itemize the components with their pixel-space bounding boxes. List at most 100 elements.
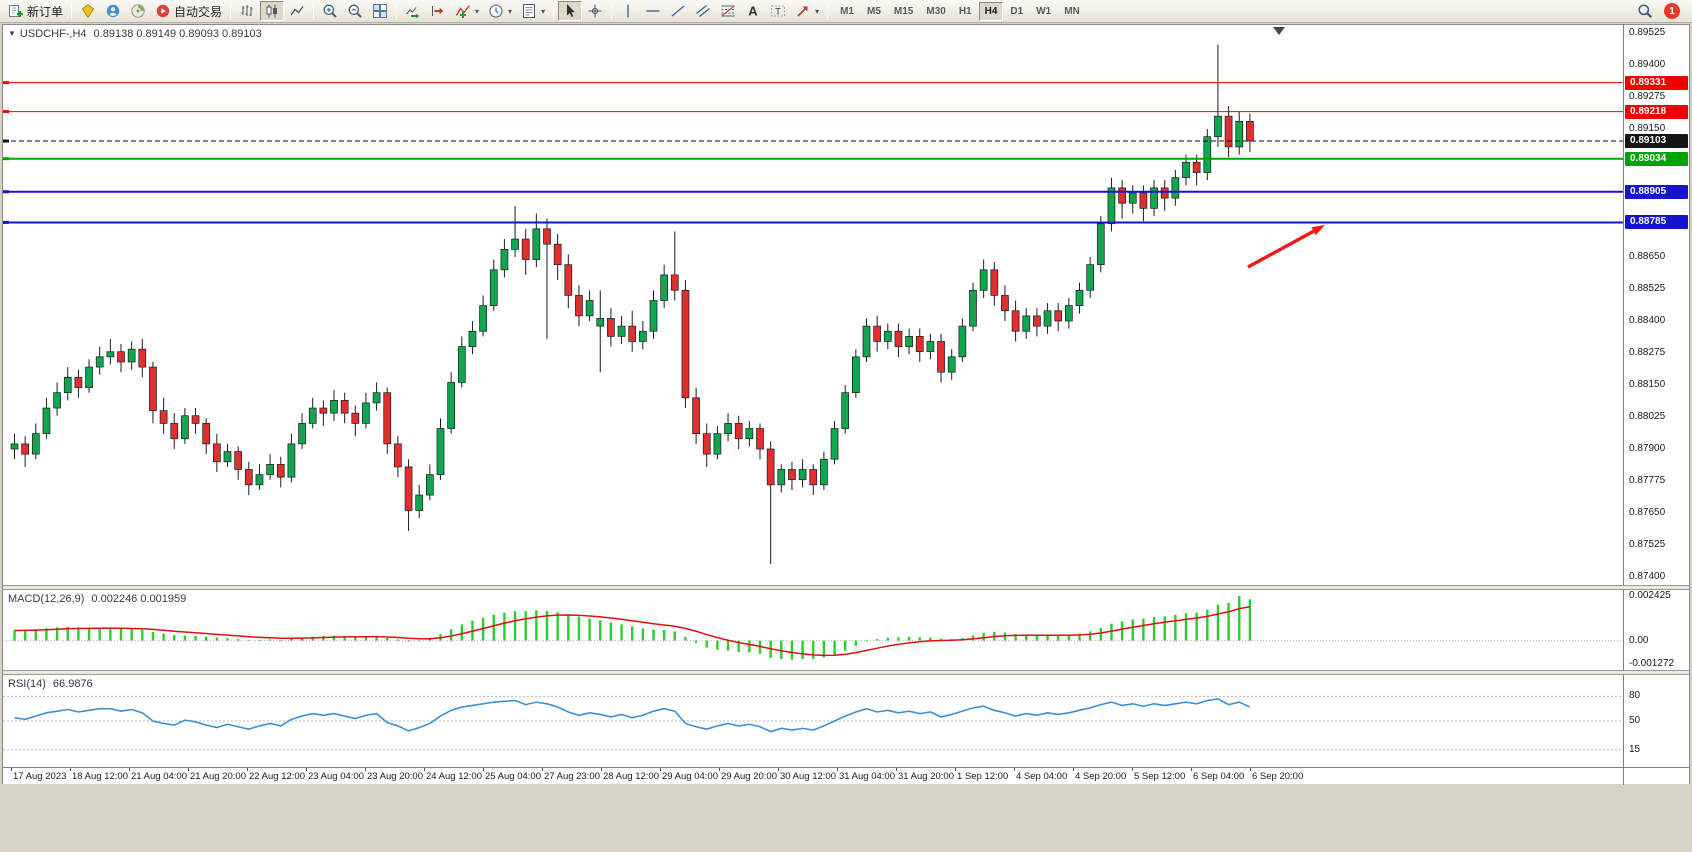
toolbar-separator: [611, 3, 613, 19]
timeframe-button-m1[interactable]: M1: [840, 5, 854, 17]
dropdown-caret-icon[interactable]: ▾: [541, 6, 546, 16]
chart-shift-button[interactable]: [426, 1, 450, 21]
new-order-icon: [8, 3, 24, 19]
dropdown-caret-icon[interactable]: ▾: [475, 6, 480, 16]
chart-shift-icon: [430, 3, 446, 19]
macd-axis-label: 0.00: [1629, 634, 1649, 646]
time-axis-label: 21 Aug 04:00: [131, 771, 187, 782]
rsi-header: RSI(14) 66.9876: [8, 678, 93, 690]
market-button[interactable]: [126, 1, 150, 21]
zoom-in-icon: [322, 3, 338, 19]
toolbar-separator: [827, 3, 829, 19]
trendline-button[interactable]: [666, 1, 690, 21]
timeframe-button-m15[interactable]: M15: [893, 5, 914, 17]
panel-splitter[interactable]: [3, 670, 1689, 675]
price-axis-label: 0.88275: [1629, 347, 1666, 358]
price-axis-label: 0.88650: [1629, 251, 1666, 262]
price-axis-label: 0.89275: [1629, 91, 1666, 102]
timeframe-button-h1[interactable]: H1: [958, 5, 972, 17]
dropdown-caret-icon[interactable]: ▾: [508, 6, 513, 16]
autotrading-button-label: 自动交易: [174, 4, 223, 19]
mql5-community-button[interactable]: [101, 1, 125, 21]
rsi-chart-canvas[interactable]: [3, 675, 1623, 767]
periods-icon: [488, 3, 504, 19]
indicators-button[interactable]: ▾: [451, 1, 483, 21]
horizontal-line-button[interactable]: [641, 1, 665, 21]
timeframe-button-m5[interactable]: M5: [867, 5, 881, 17]
channel-button[interactable]: [691, 1, 715, 21]
candlestick-chart-canvas[interactable]: [3, 25, 1623, 585]
price-axis[interactable]: 0.895250.894000.892750.891500.890250.889…: [1623, 25, 1689, 767]
line-chart-button[interactable]: [285, 1, 309, 21]
channel-icon: [695, 3, 711, 19]
macd-values: 0.002246 0.001959: [91, 593, 187, 605]
axis-corner-separator: [1623, 768, 1624, 785]
time-axis-tick: [1132, 768, 1133, 771]
timeframe-button-w1[interactable]: W1: [1036, 5, 1052, 17]
autotrading-button[interactable]: 自动交易: [151, 1, 226, 21]
search-button[interactable]: [1633, 1, 1657, 21]
cursor-button[interactable]: [558, 1, 583, 21]
panel-splitter[interactable]: [3, 585, 1689, 590]
time-axis-tick: [1073, 768, 1074, 771]
timeframe-button-m30[interactable]: M30: [926, 5, 946, 17]
time-axis-tick: [424, 768, 425, 771]
bar-chart-icon: [239, 3, 255, 19]
time-axis-tick: [306, 768, 307, 771]
search-icon: [1637, 3, 1653, 19]
timeframe-button-h4[interactable]: H4: [978, 1, 1004, 21]
chart-symbol-period: USDCHF-,H4: [19, 28, 87, 40]
zoom-out-button[interactable]: [343, 1, 367, 21]
zoom-out-icon: [347, 3, 363, 19]
price-axis-label: 0.89525: [1629, 27, 1666, 38]
arrows-button[interactable]: ▾: [791, 1, 823, 21]
trendline-icon: [670, 3, 686, 19]
vertical-line-button[interactable]: [616, 1, 640, 21]
notification-badge[interactable]: 1: [1664, 3, 1680, 19]
time-axis-label: 5 Sep 12:00: [1134, 771, 1186, 782]
crosshair-button[interactable]: [583, 1, 607, 21]
price-axis-label: 0.89150: [1629, 123, 1666, 134]
toolbar-separator: [396, 3, 398, 19]
macd-chart-canvas[interactable]: [3, 590, 1623, 670]
arrows-icon: [795, 3, 811, 19]
zoom-in-button[interactable]: [318, 1, 342, 21]
tile-windows-button[interactable]: [368, 1, 392, 21]
label-button[interactable]: T: [766, 1, 790, 21]
dropdown-caret-icon[interactable]: ▾: [815, 6, 820, 16]
fibonacci-button[interactable]: [716, 1, 740, 21]
time-axis-tick: [483, 768, 484, 771]
macd-indicator-panel[interactable]: MACD(12,26,9) 0.002246 0.001959: [3, 590, 1623, 670]
price-level-tag: 0.89331: [1625, 75, 1688, 90]
one-click-trading-toggle[interactable]: ▼: [8, 29, 16, 38]
metaeditor-button[interactable]: [76, 1, 100, 21]
bar-chart-button[interactable]: [235, 1, 259, 21]
time-axis-tick: [719, 768, 720, 771]
auto-scroll-button[interactable]: [401, 1, 425, 21]
text-button[interactable]: A: [741, 1, 765, 21]
candlestick-chart-button[interactable]: [260, 1, 285, 21]
auto-scroll-icon: [405, 3, 421, 19]
time-axis-label: 23 Aug 20:00: [367, 771, 423, 782]
price-level-tag: 0.88905: [1625, 184, 1688, 199]
time-axis-label: 22 Aug 12:00: [249, 771, 305, 782]
rsi-indicator-panel[interactable]: RSI(14) 66.9876: [3, 675, 1623, 767]
time-axis-label: 21 Aug 20:00: [190, 771, 246, 782]
price-level-tag: 0.89103: [1625, 134, 1688, 149]
templates-button[interactable]: ▾: [517, 1, 549, 21]
time-axis-tick: [247, 768, 248, 771]
label-icon: T: [770, 3, 786, 19]
tile-windows-icon: [372, 3, 388, 19]
new-order-button[interactable]: 新订单: [4, 1, 67, 21]
price-level-tag: 0.89034: [1625, 151, 1688, 166]
main-chart-panel[interactable]: ▼ USDCHF-,H4 0.89138 0.89149 0.89093 0.891…: [3, 25, 1623, 585]
timeframe-button-d1[interactable]: D1: [1010, 5, 1024, 17]
time-axis[interactable]: 17 Aug 2023 18 Aug 12:00 21 Aug 04:00 21 Au…: [3, 767, 1689, 785]
market-icon: [130, 3, 146, 19]
periods-button[interactable]: ▾: [484, 1, 516, 21]
time-axis-tick: [365, 768, 366, 771]
price-axis-label: 0.89400: [1629, 59, 1666, 70]
macd-label: MACD(12,26,9): [8, 593, 85, 605]
timeframe-button-mn[interactable]: MN: [1064, 5, 1080, 17]
workspace-empty-area: [0, 786, 1692, 852]
